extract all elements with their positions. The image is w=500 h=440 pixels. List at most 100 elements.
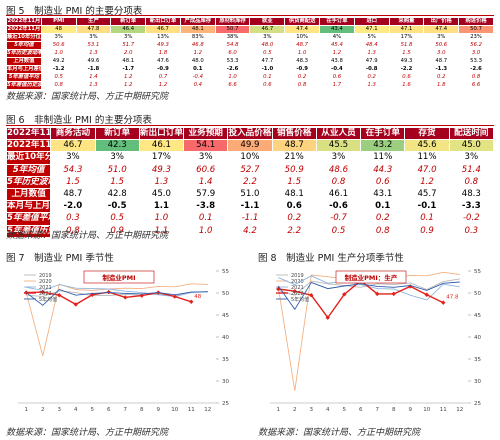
- cell: 1.1: [138, 224, 185, 238]
- cell: -3.3: [448, 200, 495, 214]
- cell: 0.2: [353, 73, 390, 82]
- cell: 1.4: [75, 73, 112, 82]
- marker: [276, 286, 281, 292]
- cell: 0.9: [94, 224, 140, 238]
- marker: [57, 293, 62, 298]
- cell: 1.5: [94, 175, 140, 190]
- cell: 0.5: [249, 49, 286, 58]
- x-tick-label: 6: [359, 407, 363, 413]
- cell: 50.6: [40, 41, 77, 50]
- header-cell: 新出口订单: [138, 126, 185, 141]
- cell: 6.0: [214, 49, 251, 58]
- cell: 48.3: [284, 57, 321, 66]
- cell: 48.7: [50, 188, 96, 202]
- cell: 0.2: [423, 73, 460, 82]
- annotation: 48: [194, 294, 201, 300]
- source: 数据来源：国家统计局、方正中期研究院: [258, 428, 421, 438]
- table-caption: 图 5 制造业 PMI 的主要分项表: [6, 6, 143, 17]
- cell: 60.6: [183, 163, 229, 177]
- annotation: 47.8: [446, 295, 459, 301]
- marker: [172, 294, 177, 299]
- header-cell: 进口: [353, 17, 390, 26]
- header-cell: 商务活动: [50, 126, 96, 141]
- cell: 57.9: [183, 188, 229, 202]
- cell: 48.0: [249, 41, 286, 50]
- cell: 46.8: [179, 41, 216, 50]
- cell: 0.2: [360, 212, 406, 226]
- cell: 46.7: [145, 25, 181, 34]
- cell: 1.7: [319, 81, 355, 90]
- row-label: 5年差值平均: [5, 212, 52, 226]
- row: 本月与上月差值 -1.2 -1.8 -1.7 -0.9 0.1 -2.6 -1.0 -0.9 -0…: [6, 65, 494, 74]
- x-tick-label: 1: [25, 407, 29, 413]
- cell: 4.2: [227, 224, 273, 238]
- cell: 49.9: [227, 139, 273, 153]
- cell: -1.3: [423, 65, 460, 74]
- legend-label: 2020: [39, 279, 52, 285]
- header-cell: 原材料库存: [214, 17, 251, 26]
- cell: 43.4: [319, 25, 355, 34]
- y-tick-label: 30: [474, 379, 481, 385]
- legend-label: 2020: [291, 279, 304, 285]
- marker: [106, 289, 111, 295]
- row-label: 上月数值: [6, 57, 42, 66]
- cell: 51.4: [448, 163, 495, 177]
- chart-title: 制造业PMI: [102, 273, 135, 282]
- row: 2022年11月46.742.346.154.149.948.745.543.2…: [5, 139, 495, 153]
- header-cell: 2022年11月: [6, 17, 42, 26]
- row-label: 5年差值平均: [6, 73, 42, 82]
- header-cell: 2022年11月: [5, 126, 52, 141]
- marker: [189, 299, 194, 304]
- marker: [441, 300, 446, 305]
- cell: 21%: [271, 151, 317, 165]
- cell: 45.5: [315, 139, 362, 153]
- cell: 1.5: [271, 175, 317, 190]
- cell: -0.7: [315, 212, 362, 226]
- cell: 42.3: [94, 139, 140, 153]
- header-cell: 新订单: [110, 17, 147, 26]
- cell: 44.3: [360, 163, 406, 177]
- row: 5年差值历史波动率0.81.31.21.20.46.60.60.81.71.31…: [6, 81, 494, 90]
- row-label: 上月数值: [5, 188, 52, 202]
- cell: 48.7: [284, 41, 321, 50]
- cell: -0.9: [284, 65, 321, 74]
- legend-label: 2022: [291, 291, 304, 297]
- cell: 0.1: [179, 65, 216, 74]
- row-label: 5年历史波动率: [5, 175, 52, 190]
- x-tick-label: 9: [409, 407, 413, 413]
- cell: 3%: [94, 151, 140, 165]
- cell: 0.6: [249, 81, 286, 90]
- cell: 51.0: [227, 188, 273, 202]
- row-label: 2022年11月: [5, 139, 52, 153]
- row: 5年差值历史波动率0.80.91.11.04.22.20.50.80.90.3: [5, 224, 495, 238]
- cell: 0.9: [404, 224, 450, 238]
- cell: 0.1: [360, 200, 406, 214]
- cell: 47.9: [353, 57, 390, 66]
- title-box: [83, 270, 155, 284]
- cell: 10%: [284, 33, 321, 42]
- header-cell: 配送时间: [448, 126, 495, 141]
- cell: 3%: [40, 33, 77, 42]
- row-label: 5年差值历史波动率: [5, 224, 52, 238]
- y-tick-label: 40: [222, 335, 229, 341]
- legend-label: 2019: [39, 273, 52, 279]
- marker: [391, 291, 396, 297]
- cell: 45.0: [448, 139, 495, 153]
- cell: 1.2: [179, 49, 216, 58]
- cell: -0.4: [319, 65, 355, 74]
- cell: 83%: [179, 33, 216, 42]
- cell: 3%: [110, 33, 147, 42]
- cell: 50.7: [458, 25, 494, 34]
- cell: 0.1: [249, 73, 286, 82]
- cell: -0.8: [353, 65, 390, 74]
- cell: -1.8: [75, 65, 112, 74]
- cell: 46.7: [249, 25, 286, 34]
- cell: 0.7: [145, 73, 181, 82]
- cell: 11%: [404, 151, 450, 165]
- cell: -3.8: [183, 200, 229, 214]
- cell: 56.2: [458, 41, 494, 50]
- cell: -0.6: [315, 200, 362, 214]
